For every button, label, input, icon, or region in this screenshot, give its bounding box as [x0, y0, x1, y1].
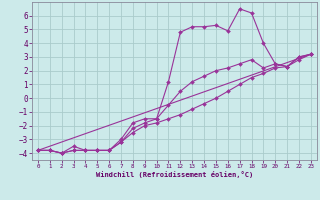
X-axis label: Windchill (Refroidissement éolien,°C): Windchill (Refroidissement éolien,°C) [96, 171, 253, 178]
